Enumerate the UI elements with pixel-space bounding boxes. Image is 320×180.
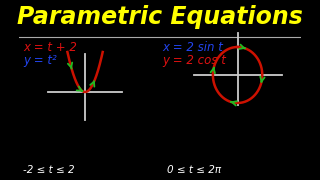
Text: Parametric Equations: Parametric Equations [17,5,303,29]
Text: y = t²: y = t² [23,53,57,66]
Text: 0 ≤ t ≤ 2π: 0 ≤ t ≤ 2π [167,165,221,175]
Text: x = 2 sin t: x = 2 sin t [163,40,223,53]
Text: x = t + 2: x = t + 2 [23,40,77,53]
Text: -2 ≤ t ≤ 2: -2 ≤ t ≤ 2 [23,165,75,175]
Text: y = 2 cos t: y = 2 cos t [163,53,227,66]
